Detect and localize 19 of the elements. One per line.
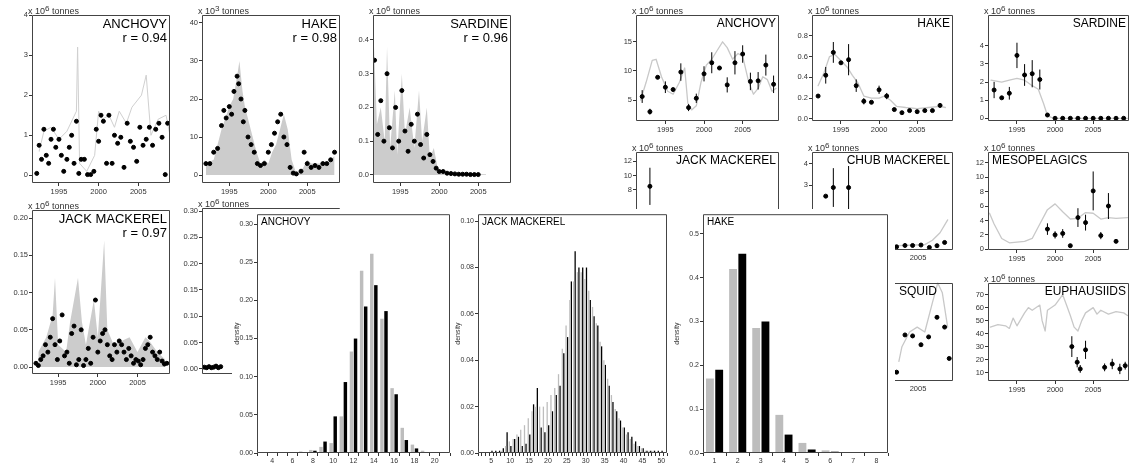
chart-title: SQUID: [899, 284, 938, 299]
chart-title: JACK MACKEREL: [58, 211, 167, 227]
annotation: r = 0.97: [122, 225, 167, 241]
annotation: r = 0.98: [292, 30, 337, 46]
chart-title: ANCHOVY: [716, 16, 776, 31]
chart-title: ANCHOVY: [261, 215, 311, 227]
chart-title: SARDINE: [1072, 16, 1126, 31]
chart-title: CHUB MACKEREL: [846, 153, 951, 168]
chart-title: ANCHOVY: [102, 16, 168, 32]
chart-title: HAKE: [917, 16, 950, 31]
chart-title: EUPHAUSIIDS: [1044, 284, 1126, 299]
chart-title: HAKE: [707, 215, 735, 227]
chart-title: HAKE: [301, 16, 338, 32]
annotation: r = 0.94: [122, 30, 167, 46]
chart-title: JACK MACKEREL: [482, 215, 566, 227]
chart-title: JACK MACKEREL: [675, 153, 777, 168]
annotation: r = 0.96: [463, 30, 508, 46]
chart-title: SARDINE: [450, 16, 509, 32]
chart-title: MESOPELAGICS: [992, 153, 1088, 168]
